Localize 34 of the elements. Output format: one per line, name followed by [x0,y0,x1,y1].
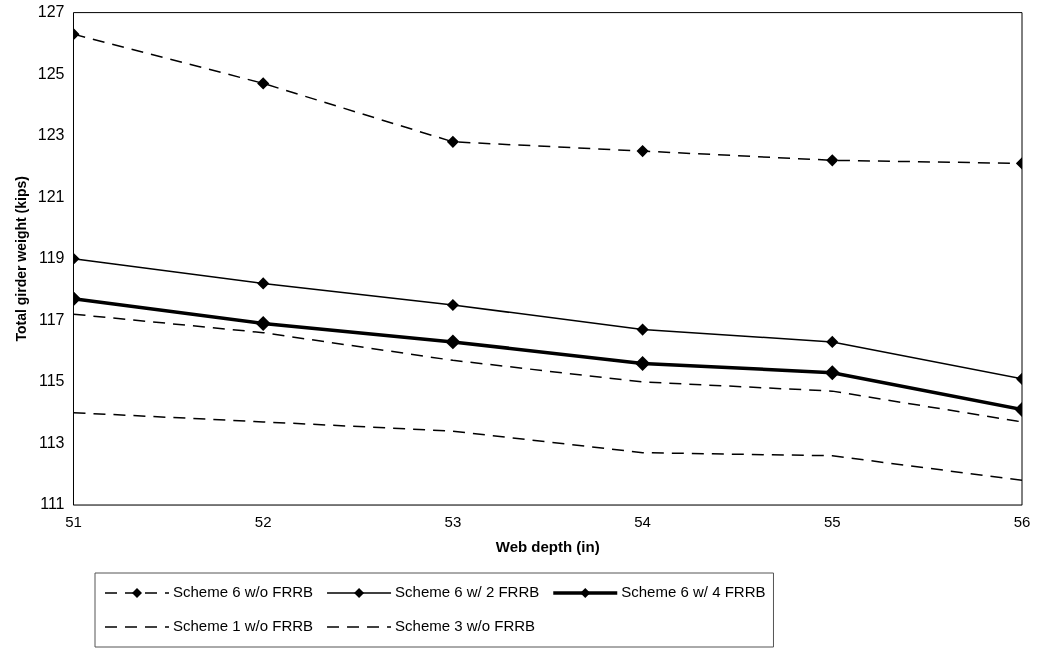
y-tick-label: 127 [37,3,65,21]
x-axis-title: Web depth (in) [495,538,600,556]
y-tick-label: 123 [37,126,65,144]
legend-label: Scheme 6 w/ 2 FRRB [395,583,540,601]
y-tick-label: 121 [37,187,65,205]
point [825,365,840,380]
y-tick-label: 113 [38,433,65,451]
point [826,336,839,348]
y-axis-title: Total girder weight (kips) [13,176,30,342]
x-tick-label: 52 [254,513,272,531]
x-tick-label: 53 [444,513,462,531]
y-tick-label: 111 [40,495,65,513]
point [447,299,459,311]
legend-label: Scheme 1 w/o FRRB [173,617,314,635]
legend-label: Scheme 6 w/o FRRB [173,583,314,601]
y-tick-label: 119 [38,249,65,267]
x-tick-label: 56 [1013,513,1031,531]
point [636,145,649,157]
x-tick-label: 51 [65,513,82,531]
point [257,77,269,90]
y-tick-label: 115 [38,372,65,390]
point [257,277,269,290]
point [635,356,650,371]
point [446,335,460,349]
x-tick-label: 55 [823,513,841,531]
point [447,136,459,148]
legend-label: Scheme 6 w/ 4 FRRB [621,583,766,601]
point [636,323,649,336]
legend-label: Scheme 3 w/o FRRB [395,617,536,635]
y-tick-label: 117 [38,310,65,328]
point [826,154,839,167]
point [256,316,270,331]
y-tick-label: 125 [37,64,65,82]
x-tick-label: 54 [634,513,651,531]
